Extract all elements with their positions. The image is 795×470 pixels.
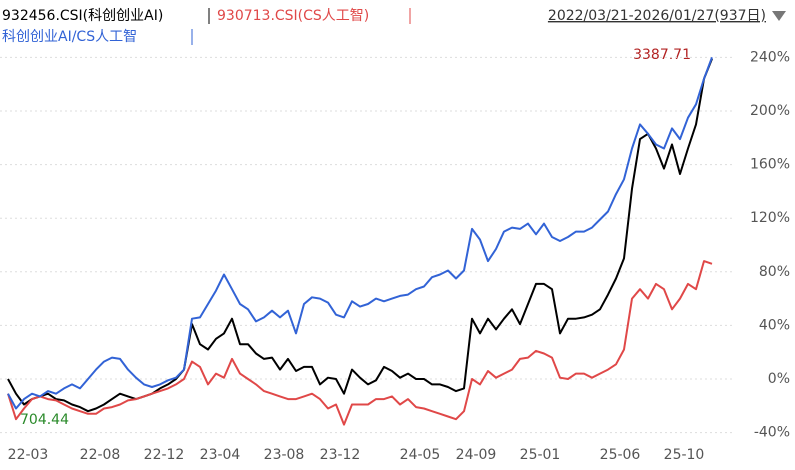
x-tick-label: 22-03: [8, 447, 49, 463]
min-annotation: 704.44: [20, 412, 69, 428]
y-tick-label: 120%: [750, 210, 790, 226]
legend-entry: 科创创业AI/CS人工智: [2, 29, 137, 45]
y-tick-label: 40%: [759, 317, 790, 333]
x-tick-label: 25-01: [520, 447, 561, 463]
x-tick-label: 24-05: [400, 447, 441, 463]
y-tick-label: 80%: [759, 264, 790, 280]
x-tick-label: 22-08: [80, 447, 121, 463]
legend-entry: 932456.CSI(科创创业AI): [2, 8, 163, 24]
x-tick-label: 23-04: [200, 447, 241, 463]
x-tick-label: 25-10: [664, 447, 705, 463]
series-line: [7, 260, 713, 426]
y-tick-label: 240%: [750, 49, 790, 65]
series-line: [7, 58, 713, 413]
max-annotation: 3387.71: [633, 47, 691, 63]
y-tick-label: -40%: [754, 425, 790, 441]
x-tick-label: 23-12: [320, 447, 361, 463]
y-tick-label: 0%: [768, 371, 790, 387]
x-tick-label: 24-09: [456, 447, 497, 463]
series-line: [7, 57, 713, 410]
x-tick-label: 22-12: [144, 447, 185, 463]
date-range[interactable]: 2022/03/21-2026/01/27(937日): [548, 8, 766, 24]
dropdown-icon[interactable]: [772, 11, 786, 21]
x-tick-label: 23-08: [264, 447, 305, 463]
x-tick-label: 25-06: [600, 447, 641, 463]
y-tick-label: 160%: [750, 157, 790, 173]
legend-entry: 930713.CSI(CS人工智): [217, 8, 369, 24]
y-tick-label: 200%: [750, 103, 790, 119]
